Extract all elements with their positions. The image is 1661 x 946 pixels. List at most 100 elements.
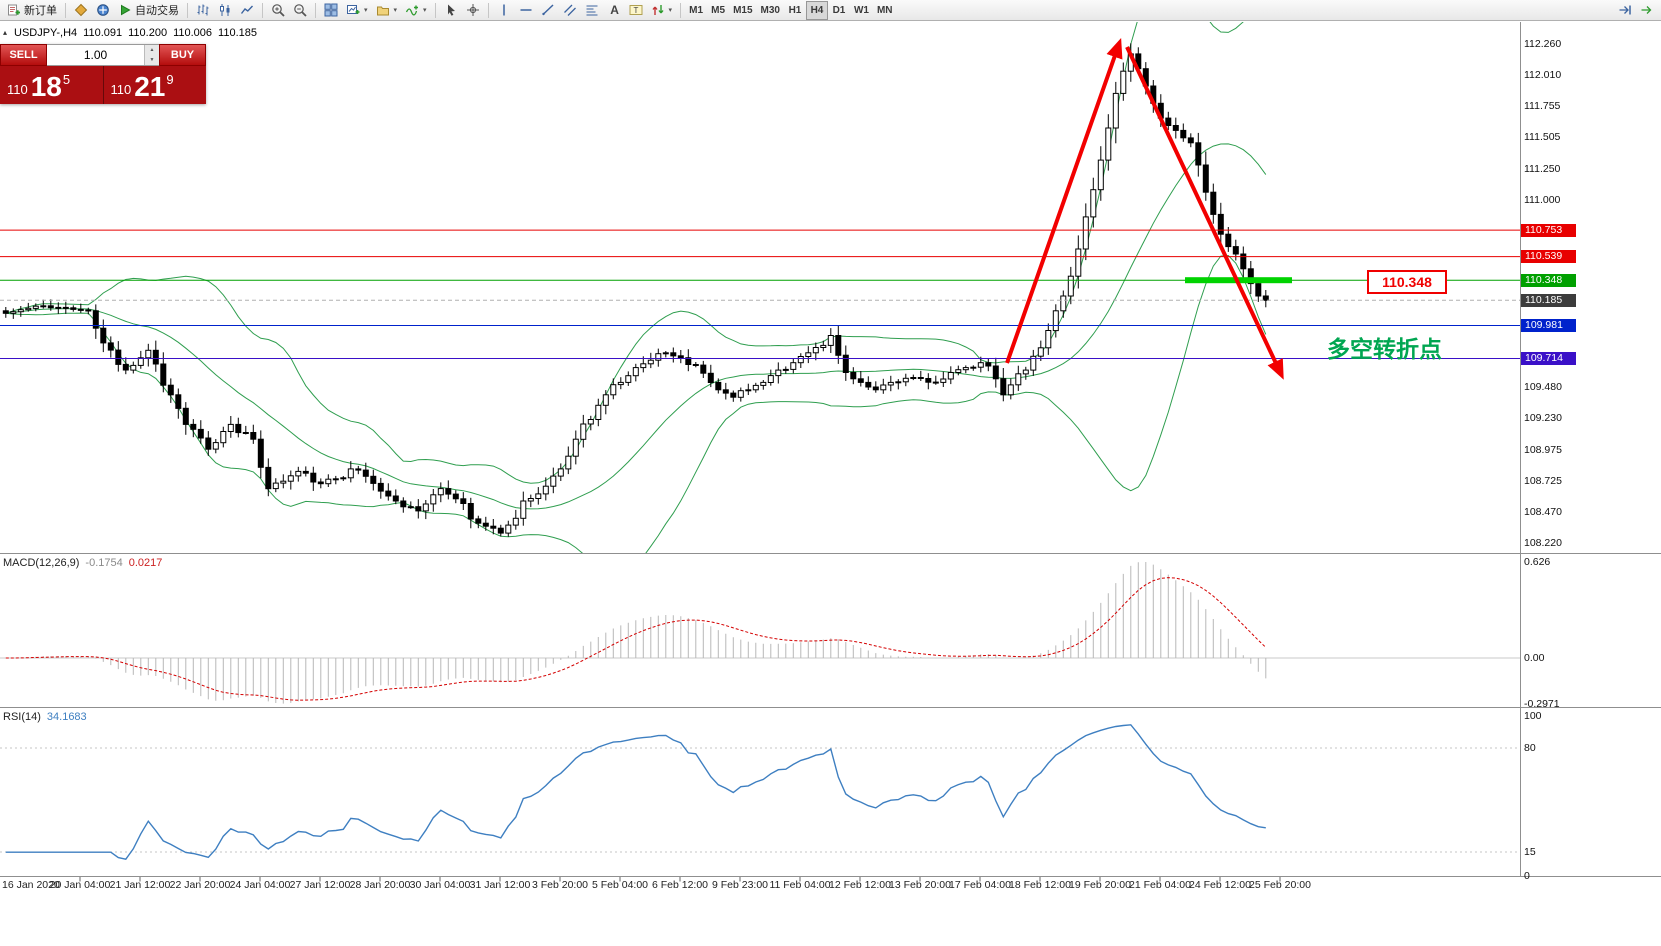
volume-value[interactable]: 1.00	[83, 48, 108, 62]
price-scale-tick: 108.725	[1524, 475, 1562, 487]
trend-arrows[interactable]	[1005, 37, 1284, 380]
price-level-badge[interactable]: 109.981	[1521, 319, 1576, 332]
trend-arrow-up	[1005, 37, 1123, 364]
volume-decrease-button[interactable]: ▼	[145, 55, 159, 65]
cursor-button[interactable]	[440, 1, 462, 20]
time-axis-label: 11 Feb 04:00	[769, 879, 831, 891]
rsi-scale-tick: 100	[1524, 710, 1542, 722]
sell-price-big: 18	[30, 71, 62, 102]
auto-scroll-button[interactable]	[1636, 1, 1658, 20]
panel-splitter-main-macd[interactable]	[0, 550, 1661, 557]
tile-windows-button[interactable]	[320, 1, 342, 20]
timeframe-D1-button[interactable]: D1	[828, 1, 850, 20]
market-watch-button[interactable]	[70, 1, 92, 20]
price-scale-tick: 108.470	[1524, 506, 1562, 518]
time-axis-label: 19 Feb 20:00	[1069, 879, 1131, 891]
price-level-badge[interactable]: 110.539	[1521, 250, 1576, 263]
text-label-button[interactable]: T	[625, 1, 647, 20]
buy-price-small: 110	[110, 82, 132, 97]
bar-chart-button[interactable]	[192, 1, 214, 20]
timeframe-D1-label: D1	[832, 4, 846, 16]
line-chart-button[interactable]	[236, 1, 258, 20]
toolbar: 新订单 自动交易 ▾ ▾ ▾ A T ▾ M1 M5 M15 M30 H1 H4 D1 W1 MN	[0, 0, 1661, 21]
rsi-scale-tick: 0	[1524, 870, 1530, 882]
timeframe-M5-label: M5	[711, 4, 726, 16]
price-level-badge[interactable]: 110.753	[1521, 224, 1576, 237]
timeframe-M1-label: M1	[689, 4, 704, 16]
horizontal-line-button[interactable]	[515, 1, 537, 20]
time-axis-label: 18 Feb 12:00	[1009, 879, 1071, 891]
auto-trading-button[interactable]: 自动交易	[114, 1, 183, 20]
price-scale-tick: 108.220	[1524, 537, 1562, 549]
arrows-button[interactable]: ▾	[647, 1, 677, 20]
crosshair-icon	[466, 3, 480, 17]
trend-arrow-down	[1125, 46, 1284, 380]
fibonacci-icon	[585, 3, 599, 17]
timeframe-M5-button[interactable]: M5	[707, 1, 729, 20]
buy-price-button[interactable]: 110 21 9	[104, 66, 207, 104]
price-level-badge[interactable]: 109.714	[1521, 352, 1576, 365]
zoom-out-button[interactable]	[289, 1, 311, 20]
volume-field[interactable]: 1.00 ▲ ▼	[47, 44, 159, 66]
timeframe-W1-button[interactable]: W1	[850, 1, 873, 20]
timeframe-MN-button[interactable]: MN	[873, 1, 897, 20]
time-axis-label: 6 Feb 12:00	[651, 879, 709, 891]
time-axis-label: 31 Jan 12:00	[469, 879, 531, 891]
navigator-icon	[96, 3, 110, 17]
chart-shift-icon	[1618, 3, 1632, 17]
sell-price-button[interactable]: 110 18 5	[0, 66, 104, 104]
profiles-icon	[376, 3, 390, 17]
turning-point-annotation[interactable]: 多空转折点	[1327, 336, 1442, 362]
new-chart-button[interactable]: ▾	[342, 1, 372, 20]
profiles-button[interactable]: ▾	[372, 1, 402, 20]
timeframe-MN-label: MN	[876, 4, 893, 16]
new-order-button[interactable]: 新订单	[3, 1, 61, 20]
arrows-dropdown-icon: ▾	[668, 7, 673, 14]
channel-button[interactable]	[559, 1, 581, 20]
rsi-scale-tick: 80	[1524, 742, 1536, 754]
time-axis-label: 27 Jan 12:00	[289, 879, 351, 891]
price-callout-label[interactable]: 110.348	[1367, 270, 1447, 294]
auto-trading-icon	[118, 3, 132, 17]
timeframe-H4-button[interactable]: H4	[805, 0, 828, 20]
navigator-button[interactable]	[92, 1, 114, 20]
rsi-value: 34.1683	[46, 711, 87, 723]
timeframe-M30-button[interactable]: M30	[757, 1, 784, 20]
price-scale-tick: 109.230	[1524, 412, 1562, 424]
panel-splitter-macd-rsi[interactable]	[0, 704, 1661, 711]
timeframe-M15-label: M15	[733, 4, 753, 16]
timeframe-H1-button[interactable]: H1	[784, 1, 806, 20]
ohlc-low: 110.006	[173, 27, 213, 39]
toolbar-separator	[262, 2, 263, 18]
horizontal-levels[interactable]	[0, 229, 1520, 359]
toolbar-separator	[487, 2, 489, 18]
ohlc-high: 110.200	[128, 27, 168, 39]
timeframe-M15-button[interactable]: M15	[729, 1, 756, 20]
sell-button[interactable]: SELL	[0, 44, 47, 66]
one-click-toggle-icon[interactable]: ▴	[3, 28, 8, 37]
zoom-in-button[interactable]	[267, 1, 289, 20]
panel-separators	[0, 22, 1661, 877]
chart-shift-button[interactable]	[1614, 1, 1636, 20]
volume-spinner: ▲ ▼	[144, 45, 159, 65]
price-level-badge[interactable]: 110.348	[1521, 274, 1576, 287]
candlestick-chart-button[interactable]	[214, 1, 236, 20]
vertical-line-button[interactable]	[493, 1, 515, 20]
time-axis-label: 16 Jan 2020	[2, 879, 60, 891]
chart-plot-area[interactable]	[0, 22, 1520, 553]
text-button[interactable]: A	[603, 1, 625, 20]
auto-trading-label: 自动交易	[135, 5, 179, 17]
zoom-in-icon	[271, 3, 285, 17]
time-axis-label: 17 Feb 04:00	[949, 879, 1011, 891]
trendline-button[interactable]	[537, 1, 559, 20]
timeframe-M1-button[interactable]: M1	[685, 1, 707, 20]
crosshair-button[interactable]	[462, 1, 484, 20]
time-axis-label: 22 Jan 20:00	[169, 879, 231, 891]
volume-increase-button[interactable]: ▲	[145, 45, 159, 55]
price-level-badge[interactable]: 110.185	[1521, 294, 1576, 307]
buy-button[interactable]: BUY	[159, 44, 206, 66]
indicators-button[interactable]: ▾	[401, 1, 431, 20]
fibonacci-button[interactable]	[581, 1, 603, 20]
